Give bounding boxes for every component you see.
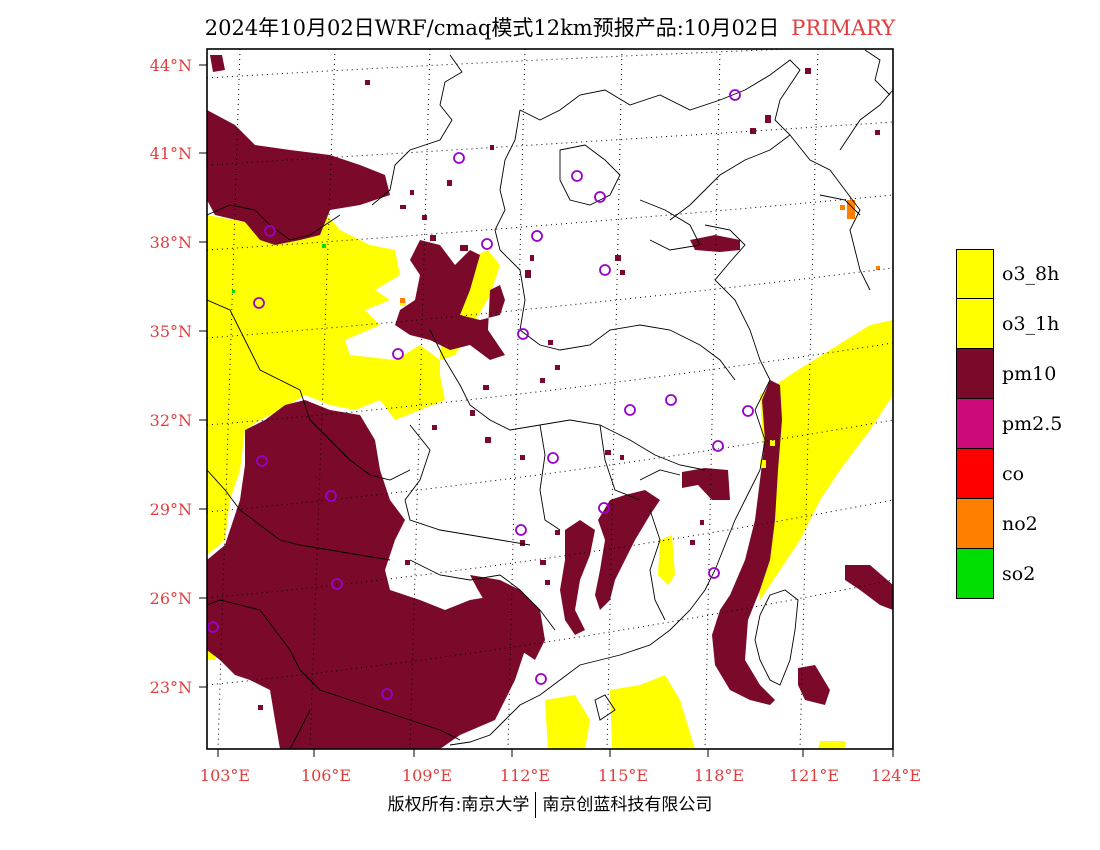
lat-label-44: 44°N — [150, 56, 192, 75]
lat-label-35: 35°N — [150, 322, 192, 341]
copyright-owner: 版权所有:南京大学 — [387, 795, 530, 815]
lon-label-121: 121°E — [789, 766, 839, 785]
lon-label-118: 118°E — [694, 766, 744, 785]
legend-label-so2: so2 — [1002, 563, 1036, 585]
lon-label-124: 124°E — [871, 766, 921, 785]
lon-ticks — [217, 749, 894, 757]
lat-label-23: 23°N — [150, 678, 192, 697]
lon-label-109: 109°E — [402, 766, 452, 785]
lon-label-112: 112°E — [500, 766, 550, 785]
boundaries — [207, 49, 893, 749]
copyright-footer: 版权所有:南京大学 南京创蓝科技有限公司 — [0, 790, 1100, 818]
legend-label-o3-1h: o3_1h — [1002, 313, 1060, 335]
map-content — [207, 49, 893, 749]
footer-divider — [535, 792, 537, 818]
primary-tag: PRIMARY — [791, 16, 896, 40]
graticule — [207, 49, 893, 749]
lat-label-32: 32°N — [150, 411, 192, 430]
lat-label-29: 29°N — [150, 500, 192, 519]
lat-label-41: 41°N — [150, 144, 192, 163]
lon-label-106: 106°E — [301, 766, 351, 785]
city-markers — [207, 89, 754, 700]
legend-label-pm25: pm2.5 — [1002, 413, 1063, 435]
legend-swatch-o3-8h — [956, 249, 994, 299]
copyright-company: 南京创蓝科技有限公司 — [542, 795, 713, 815]
legend-swatch-so2 — [956, 549, 994, 599]
legend-swatch-pm10 — [956, 349, 994, 399]
legend-swatch-pm25 — [956, 399, 994, 449]
lat-ticks — [199, 64, 207, 688]
lon-label-103: 103°E — [200, 766, 250, 785]
so2-speckles — [232, 244, 326, 293]
lon-label-115: 115°E — [598, 766, 648, 785]
lat-label-26: 26°N — [150, 589, 192, 608]
legend-label-co: co — [1002, 463, 1025, 485]
legend-label-pm10: pm10 — [1002, 363, 1057, 385]
no2-speckles — [400, 200, 880, 303]
legend-swatch-co — [956, 449, 994, 499]
legend-swatch-no2 — [956, 499, 994, 549]
legend-label-o3-8h: o3_8h — [1002, 263, 1060, 285]
legend-swatch-o3-1h — [956, 299, 994, 349]
map-title: 2024年10月02日WRF/cmaq模式12km预报产品:10月02日 PRIM… — [0, 12, 1100, 42]
map-frame — [206, 48, 894, 750]
legend-label-no2: no2 — [1002, 513, 1038, 535]
lat-label-38: 38°N — [150, 233, 192, 252]
title-text: 2024年10月02日WRF/cmaq模式12km预报产品:10月02日 — [204, 16, 780, 40]
